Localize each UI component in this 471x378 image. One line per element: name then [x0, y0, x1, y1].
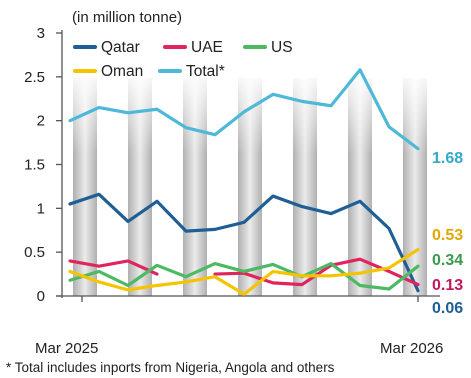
legend-label: UAE — [191, 39, 223, 56]
unit-note: (in million tonne) — [72, 9, 182, 26]
y-tick-label: 0 — [37, 288, 45, 305]
legend-label: Qatar — [101, 39, 140, 56]
background-bar-fade — [293, 78, 317, 296]
x-start-label: Mar 2025 — [35, 340, 98, 357]
y-tick-label: 1.5 — [24, 157, 45, 174]
footnote: * Total includes inports from Nigeria, A… — [6, 360, 335, 375]
series-lines — [68, 68, 420, 296]
background-bar-fade — [128, 78, 152, 296]
legend: Qatar UAE US Oman Total* — [73, 39, 293, 80]
y-tick-label: 1 — [37, 200, 45, 217]
background-bars — [73, 78, 427, 296]
y-axis: 0 0.5 1 1.5 2 2.5 3 — [24, 25, 440, 305]
series-line-us — [68, 261, 420, 291]
legend-label: Total* — [186, 63, 225, 80]
series-line-uae — [68, 259, 159, 276]
y-tick-label: 2 — [37, 113, 45, 130]
series-line-qatar — [68, 192, 420, 293]
legend-label: Oman — [101, 63, 143, 80]
series-line-oman — [68, 247, 420, 296]
end-label-qatar: 0.06 — [432, 300, 463, 317]
end-label-uae: 0.13 — [432, 277, 463, 294]
end-label-oman: 0.53 — [432, 227, 463, 244]
background-bar-fade — [403, 78, 427, 296]
y-tick-label: 2.5 — [24, 69, 45, 86]
background-bar-fade — [238, 78, 262, 296]
y-tick-label: 0.5 — [24, 244, 45, 261]
series-line-total — [68, 68, 420, 151]
x-end-label: Mar 2026 — [380, 340, 443, 357]
background-bar-fade — [183, 78, 207, 296]
legend-label: US — [271, 39, 293, 56]
y-tick-label: 3 — [37, 25, 45, 42]
end-label-us: 0.34 — [432, 252, 463, 269]
end-labels: 0.06 0.13 0.34 0.53 1.68 — [432, 150, 463, 317]
end-label-total: 1.68 — [432, 150, 463, 167]
